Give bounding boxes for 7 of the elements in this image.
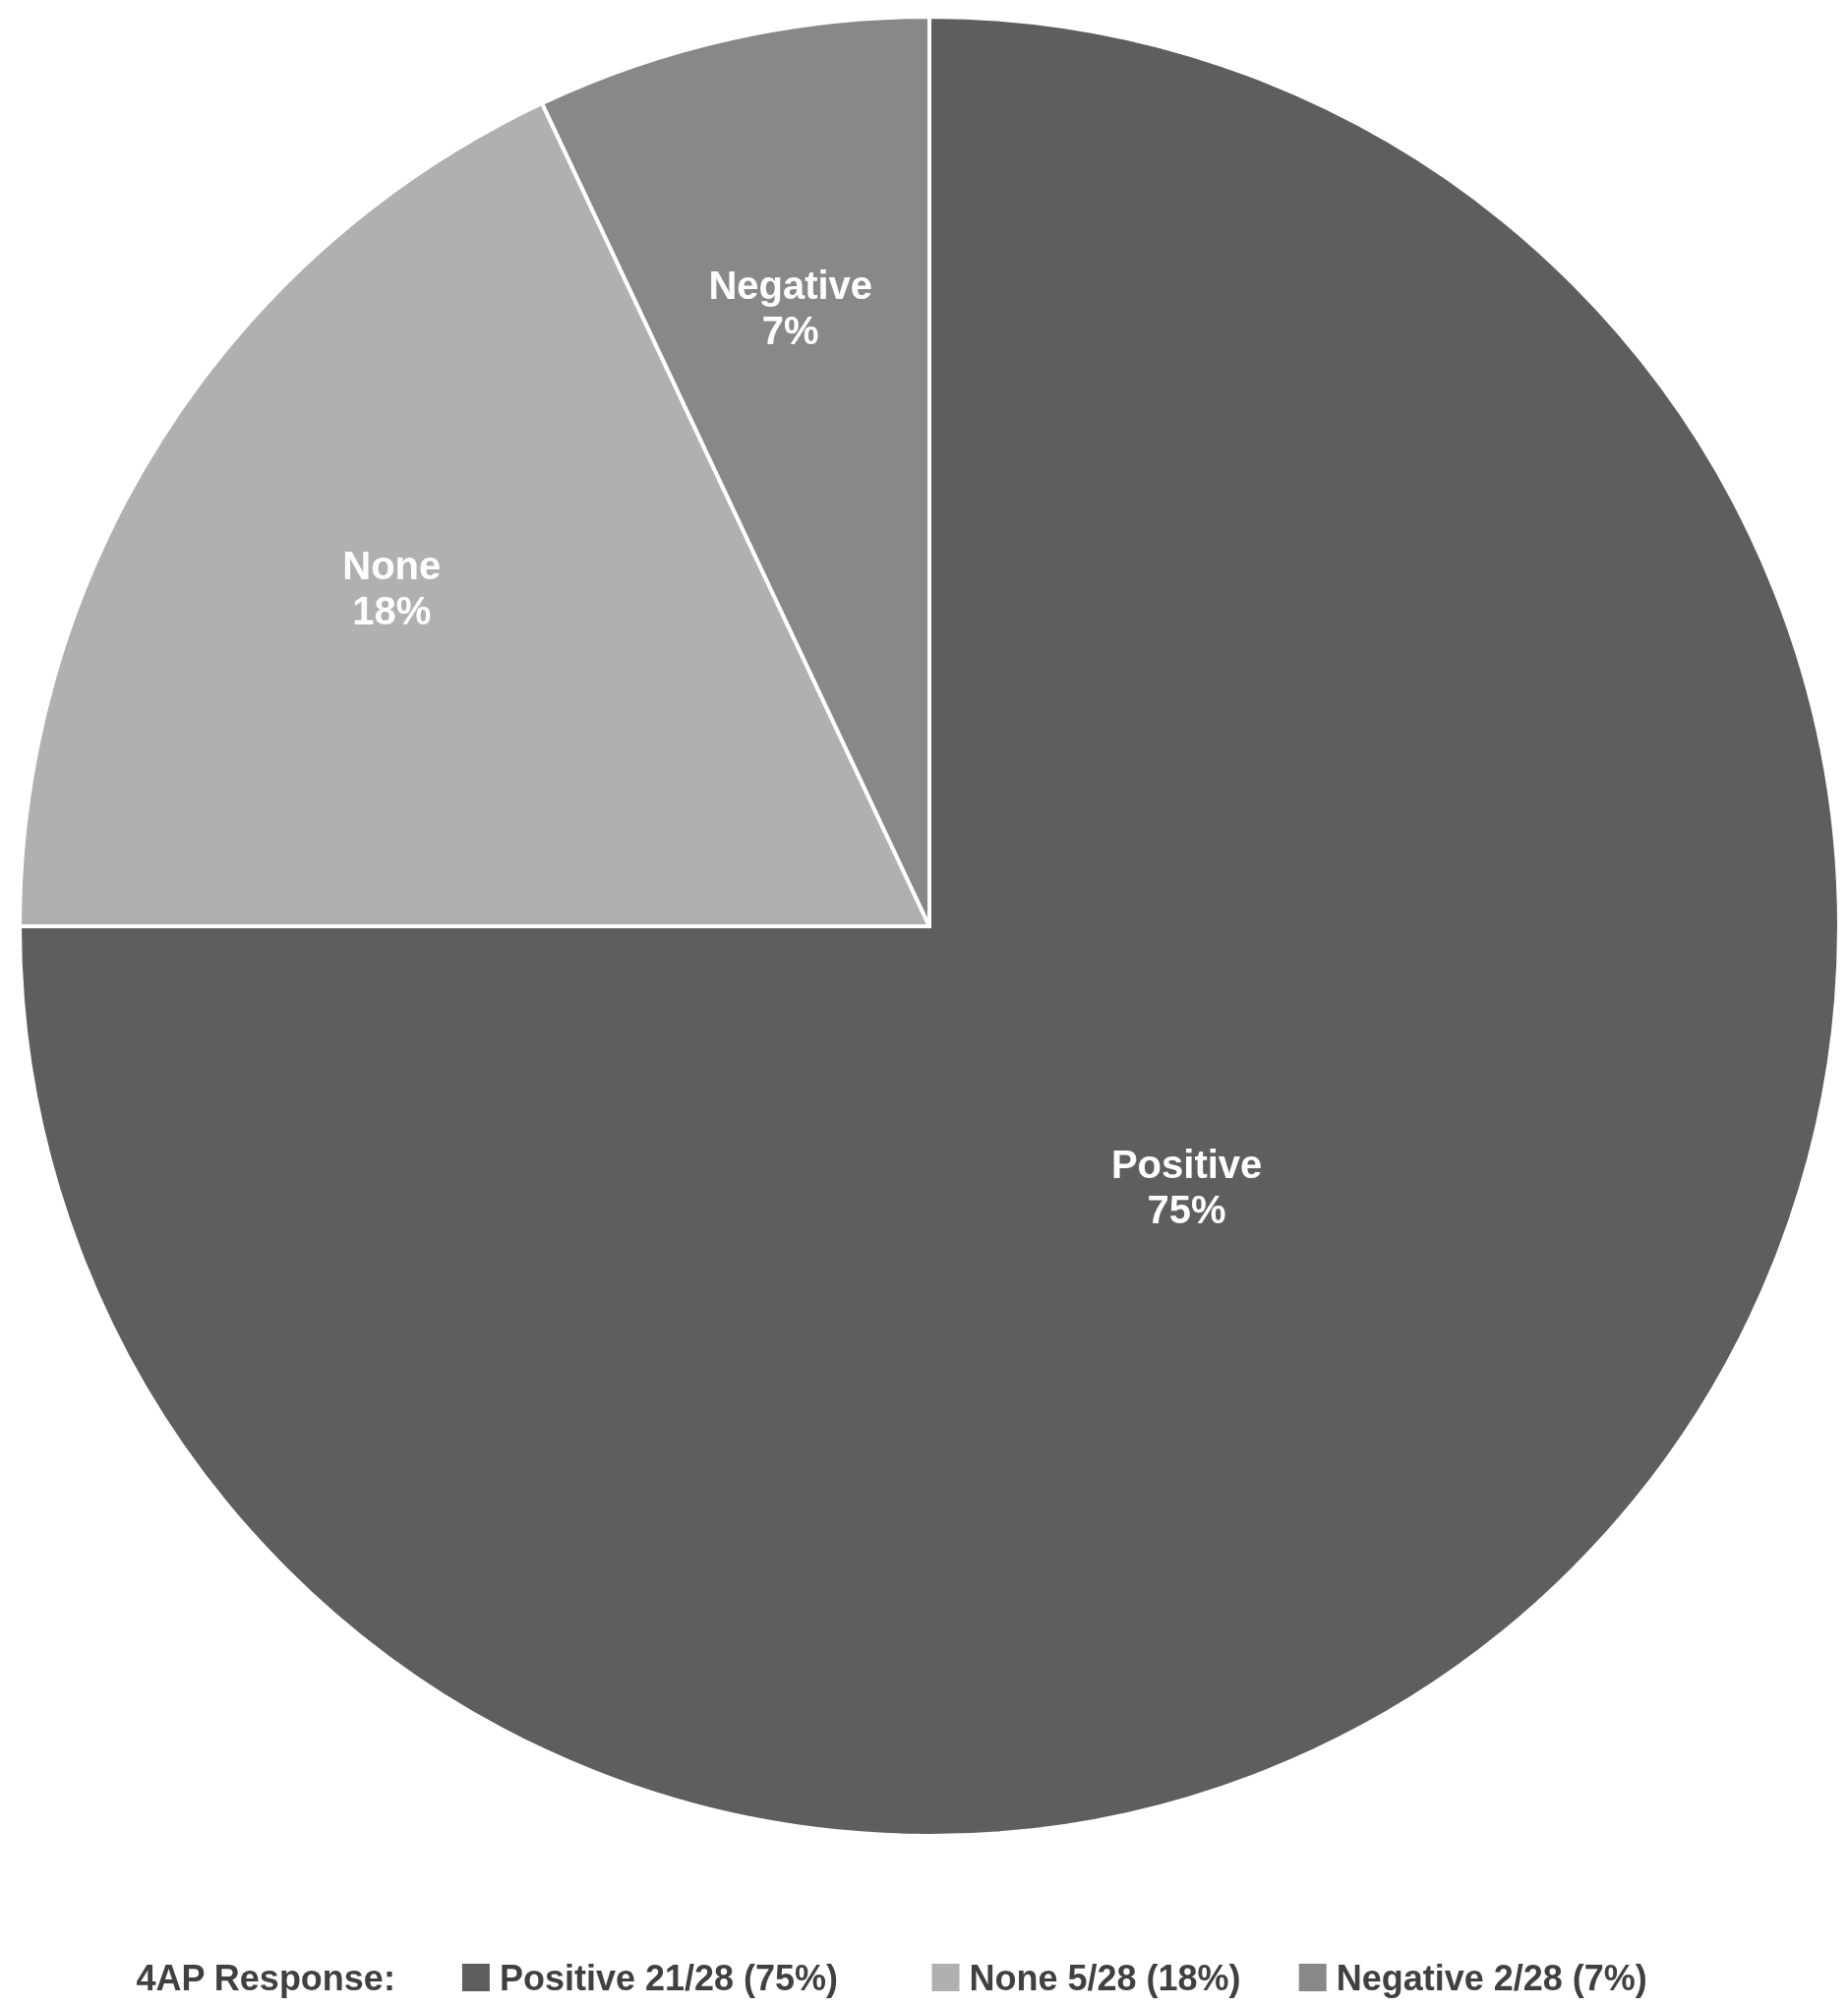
- legend-title: 4AP Response:: [136, 1957, 395, 1998]
- data-label: Positive 75%: [1110, 1142, 1263, 1231]
- legend-label: None 5/28 (18%): [969, 1957, 1241, 1998]
- legend-label: Negative 2/28 (7%): [1336, 1957, 1647, 1998]
- data-label: None 18%: [342, 544, 442, 633]
- data-label: Negative 7%: [708, 264, 873, 353]
- slice-label: Positive 21/28 (75%): [499, 1957, 839, 1998]
